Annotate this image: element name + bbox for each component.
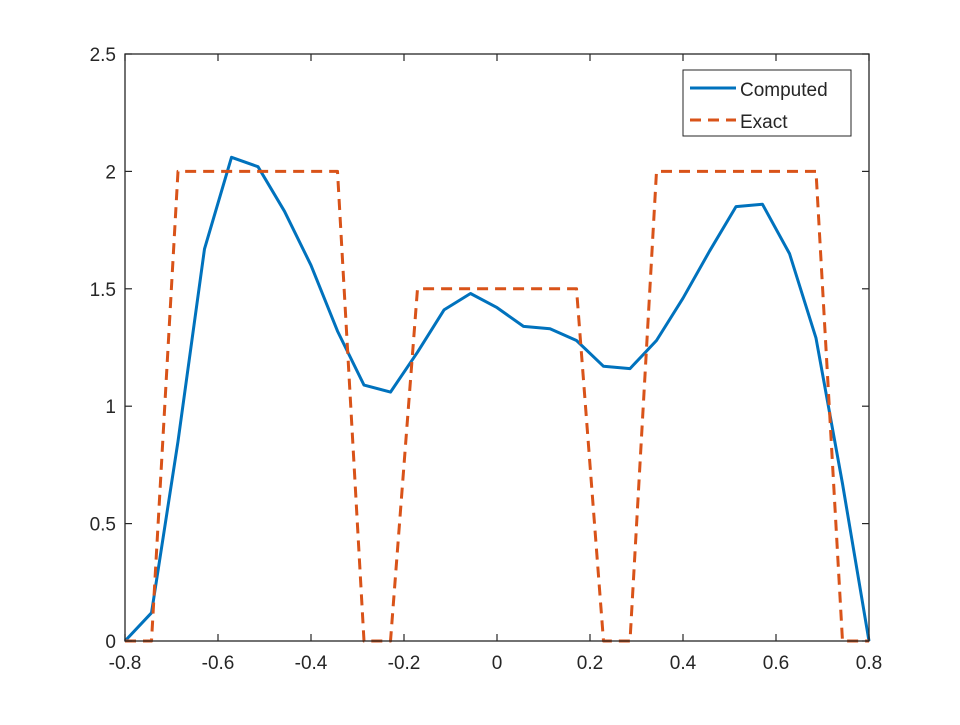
x-tick-label: 0.4 (670, 653, 697, 674)
y-tick-label: 2 (105, 162, 116, 183)
x-tick-label: 0.6 (763, 653, 789, 674)
x-tick-label: 0.2 (577, 653, 603, 674)
y-tick-label: 0.5 (90, 515, 116, 536)
series-line-computed (123, 155, 871, 643)
x-tick-label: -0.8 (109, 653, 142, 674)
x-tick-label: -0.6 (202, 653, 235, 674)
legend: Computed Exact (682, 69, 852, 137)
x-tick-label: 0.8 (856, 653, 882, 674)
x-tick-label: 0 (492, 653, 503, 674)
y-tick-label: 2.5 (90, 45, 116, 66)
y-tick-label: 0 (105, 632, 116, 653)
legend-box (682, 69, 852, 137)
y-tick-label: 1.5 (90, 280, 116, 301)
y-tick-label: 1 (105, 397, 116, 418)
plot-area (125, 54, 869, 641)
ticks-layer: -0.8 -0.6 -0.4 -0.2 0 0.2 0.4 0.6 0.8 0 0.5 1 1.5 2 2.… (90, 45, 883, 674)
legend-label-computed: Computed (740, 80, 828, 101)
legend-label-exact: Exact (740, 112, 788, 133)
x-tick-label: -0.4 (295, 653, 328, 674)
series-layer (123, 155, 871, 643)
x-tick-label: -0.2 (388, 653, 421, 674)
series-line-exact (125, 169, 869, 643)
